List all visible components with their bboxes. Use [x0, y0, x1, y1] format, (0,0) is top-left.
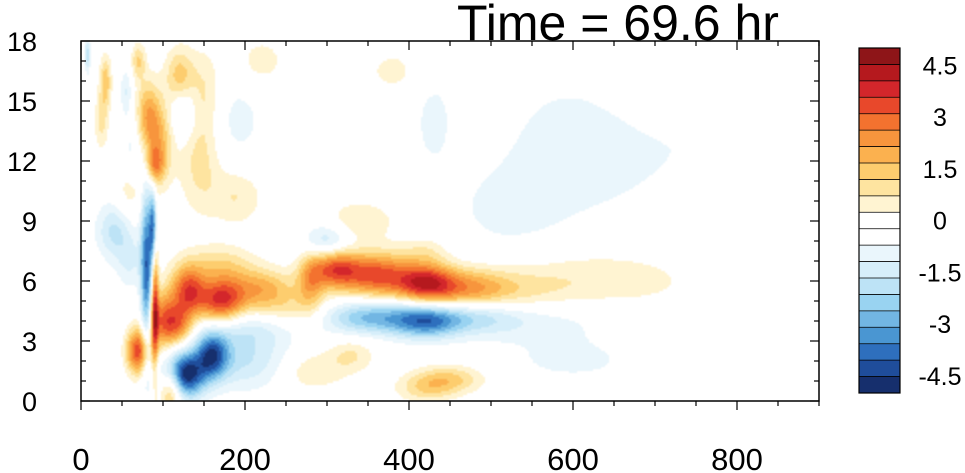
colorbar-swatch — [859, 310, 900, 328]
colorbar-label: 4.5 — [923, 52, 958, 80]
colorbar-swatch — [859, 278, 900, 295]
x-tick-label: 200 — [219, 442, 271, 473]
colorbar-label: 3 — [933, 104, 947, 132]
y-tick-label: 3 — [22, 327, 37, 357]
colorbar: 4.5 3 1.5 0 -1.5 -3 -4.5 — [858, 47, 962, 394]
colorbar-label: -1.5 — [918, 259, 961, 287]
colorbar-swatch — [859, 327, 900, 345]
colorbar-swatch — [859, 146, 900, 164]
colorbar-swatch — [859, 80, 900, 98]
colorbar-label: 0 — [933, 208, 947, 236]
y-tick-label: 0 — [22, 387, 37, 417]
colorbar-swatch — [859, 294, 900, 312]
colorbar-swatch — [859, 97, 900, 115]
y-tick-label: 18 — [7, 27, 37, 57]
y-tick-label: 9 — [22, 207, 37, 237]
y-tick-label: 12 — [7, 147, 37, 177]
colorbar-swatch — [859, 343, 900, 361]
colorbar-swatch — [859, 376, 900, 394]
colorbar-swatch — [859, 195, 900, 213]
colorbar-swatch — [859, 228, 900, 246]
colorbar-swatch — [859, 261, 900, 279]
x-tick-label: 800 — [711, 442, 763, 473]
x-tick-label: 600 — [547, 442, 599, 473]
colorbar-swatch — [859, 163, 900, 180]
colorbar-label: -3 — [929, 311, 951, 339]
y-tick-label: 15 — [7, 87, 37, 117]
colorbar-swatch — [859, 48, 900, 65]
x-axis: 0 200 400 600 800 — [72, 41, 820, 473]
colorbar-swatch — [859, 212, 900, 230]
colorbar-swatch — [859, 179, 900, 197]
colorbar-label: -4.5 — [918, 363, 961, 391]
y-axis: 0 3 6 9 12 15 18 — [7, 27, 819, 417]
heatmap-field — [81, 41, 819, 401]
y-tick-label: 6 — [22, 267, 37, 297]
colorbar-swatch — [859, 245, 900, 262]
x-tick-label: 400 — [383, 442, 435, 473]
colorbar-swatch — [859, 130, 900, 147]
colorbar-frame — [858, 47, 901, 394]
colorbar-swatch — [859, 64, 900, 82]
colorbar-label: 1.5 — [923, 156, 958, 184]
colorbar-swatch — [859, 360, 900, 377]
colorbar-swatch — [859, 113, 900, 131]
x-tick-label: 0 — [72, 442, 89, 473]
